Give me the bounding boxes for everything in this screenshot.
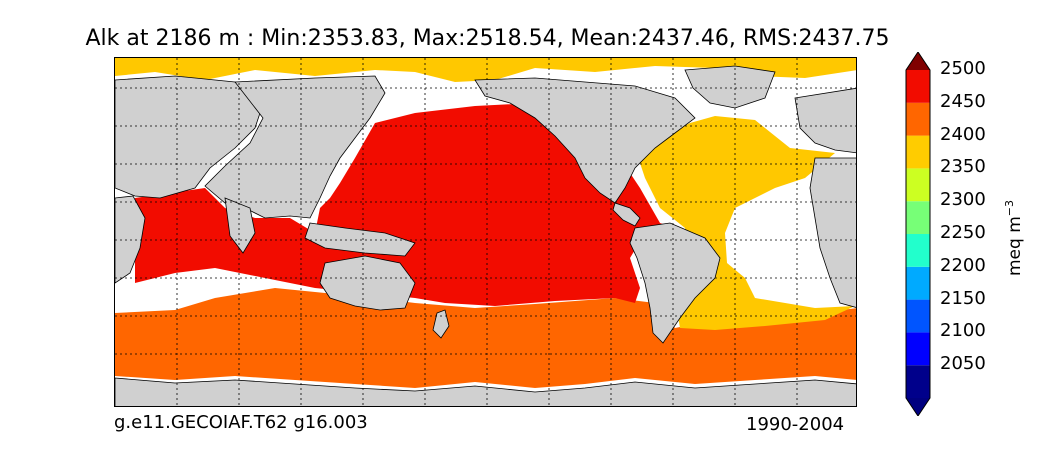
graticule <box>115 58 856 406</box>
landmass-antarctica <box>115 377 856 406</box>
colorbar-tick-label: 2050 <box>940 353 986 375</box>
landmass-europe <box>794 87 856 154</box>
colorbar-tick-label: 2450 <box>940 90 986 112</box>
landmass-central-america <box>612 202 641 227</box>
landmass-australia <box>319 255 416 311</box>
landmass-south-america <box>629 222 721 344</box>
colorbar-label-exponent: −3 <box>1003 200 1017 217</box>
colorbar-outline <box>905 51 931 417</box>
colorbar-extend-min <box>906 398 930 416</box>
landmass-greenland <box>684 65 776 109</box>
arctic-field <box>115 58 856 82</box>
colorbar-extend-max <box>906 52 930 70</box>
case-label: g.e11.GECOIAF.T62 g16.003 <box>114 412 368 433</box>
landmass-africa-east <box>115 195 146 284</box>
colorbar-label-text: meq m <box>1004 216 1025 276</box>
colorbar-bin <box>906 135 930 169</box>
colorbar-bin <box>906 234 930 267</box>
landmass-new-zealand <box>432 309 450 339</box>
colorbar-tick-label: 2250 <box>940 222 986 243</box>
colorbar-tick-label: 2150 <box>940 287 986 309</box>
colorbar-bin <box>906 201 930 234</box>
landmass-eurasia-west <box>115 75 266 199</box>
colorbar-tick-label: 2200 <box>940 254 986 276</box>
colorbar-bin <box>906 266 930 300</box>
landmass-india <box>224 197 256 254</box>
landmass-maritime-se-asia <box>304 222 416 257</box>
colorbar-bin <box>906 168 930 202</box>
map-title: Alk at 2186 m : Min:2353.83, Max:2518.54… <box>85 26 890 51</box>
colorbar-tick-label: 2350 <box>940 156 986 178</box>
colorbar-tick-label: 2100 <box>940 320 986 342</box>
colorbar-bin <box>906 299 930 333</box>
southern-ocean-field <box>115 288 856 388</box>
colorbar-bin <box>906 102 930 136</box>
colorbar-tick-label: 2500 <box>940 58 986 79</box>
colorbar-bin <box>906 365 930 398</box>
colorbar-tick-label: 2400 <box>940 123 986 145</box>
landmass-north-america <box>474 77 696 204</box>
colorbar-bin <box>906 332 930 366</box>
landmass-asia <box>204 75 386 219</box>
period-label: 1990-2004 <box>746 414 845 435</box>
pacific-indian-field <box>135 103 675 306</box>
colorbar-label: meq m−3 <box>1003 200 1025 276</box>
map-panel <box>114 57 857 407</box>
colorbar <box>898 51 938 417</box>
colorbar-bin <box>906 70 930 103</box>
colorbar-tick-label: 2300 <box>940 189 986 211</box>
